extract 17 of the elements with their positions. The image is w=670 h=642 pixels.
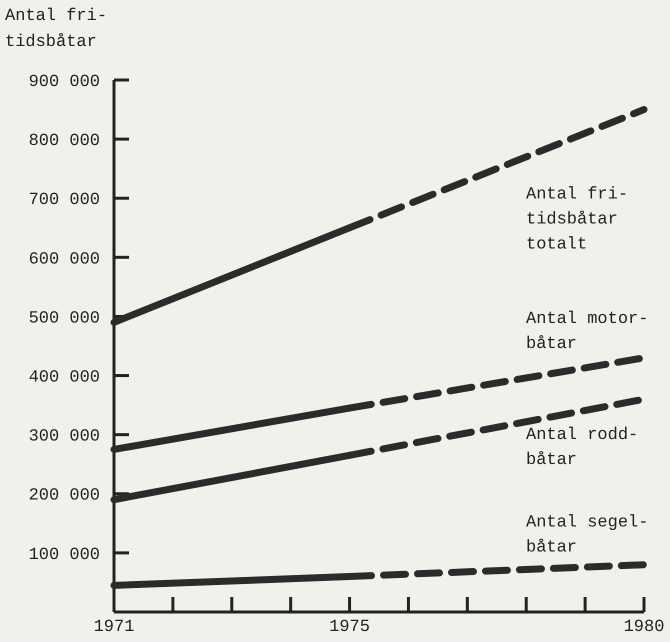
- y-tick-label: 300 000: [28, 428, 100, 447]
- x-tick-label: 1975: [329, 618, 370, 637]
- y-tick-label: 200 000: [28, 486, 100, 506]
- series-label: Antal fri- tidsbåtar totalt: [526, 186, 628, 255]
- y-tick-label: 700 000: [28, 191, 100, 210]
- y-axis-title: Antal fri- tidsbåtar: [5, 7, 108, 52]
- y-tick-label: 900 000: [28, 72, 100, 92]
- y-tick-label: 500 000: [28, 309, 100, 328]
- x-tick-label: 1971: [94, 618, 134, 637]
- series-label: Antal rodd- båtar: [526, 426, 638, 470]
- series-label: Antal motor- båtar: [526, 310, 648, 354]
- y-tick-label: 100 000: [28, 546, 100, 565]
- x-tick-label: 1980: [624, 618, 664, 637]
- y-tick-label: 800 000: [28, 132, 100, 152]
- series-label: Antal segel- båtar: [526, 514, 648, 558]
- y-tick-label: 400 000: [28, 368, 100, 388]
- y-tick-label: 600 000: [28, 250, 100, 270]
